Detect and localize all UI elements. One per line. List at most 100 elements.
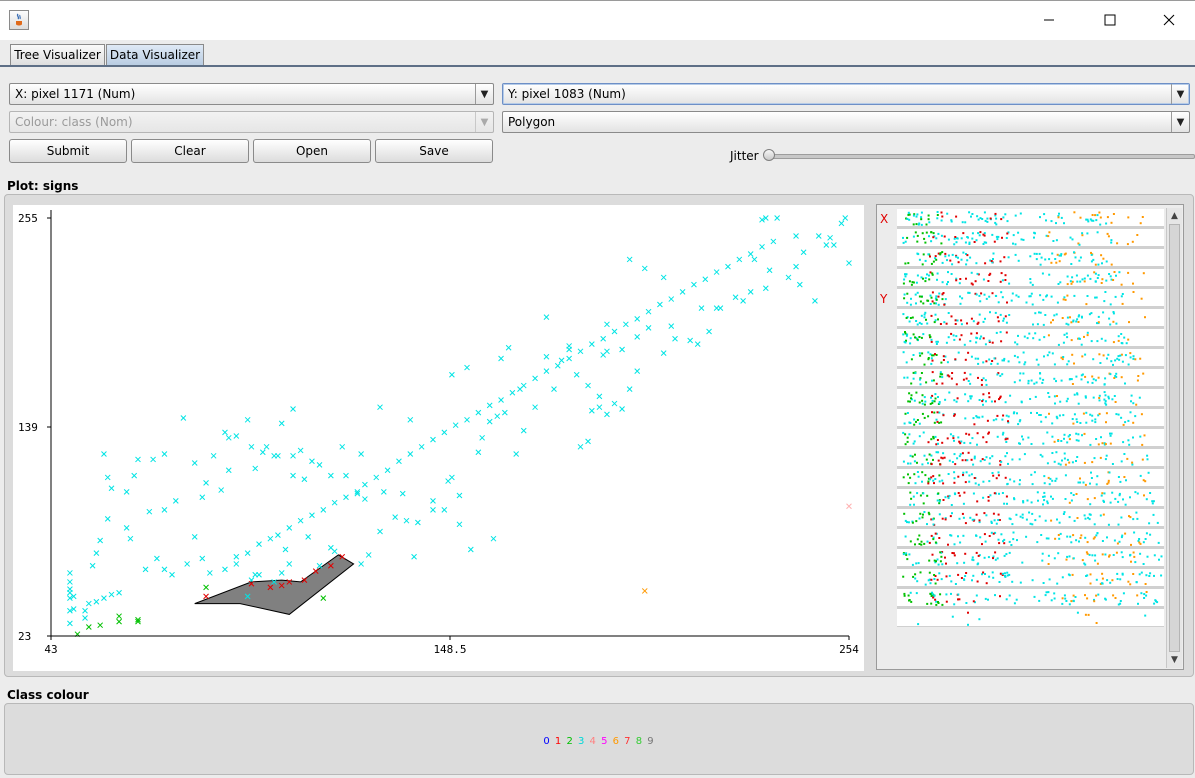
data-point[interactable] [331, 499, 338, 506]
data-point[interactable] [256, 571, 262, 578]
data-point[interactable] [384, 467, 391, 474]
data-point[interactable] [694, 341, 701, 347]
data-point[interactable] [467, 546, 474, 553]
data-point[interactable] [248, 443, 255, 450]
attribute-strip[interactable] [897, 349, 1164, 369]
selection-polygon[interactable] [194, 554, 355, 615]
data-point[interactable] [278, 582, 285, 589]
data-point[interactable] [490, 535, 497, 542]
data-point[interactable] [339, 443, 346, 450]
attribute-strip[interactable] [897, 329, 1164, 349]
data-point[interactable] [831, 242, 837, 248]
data-point[interactable] [97, 537, 104, 544]
data-point[interactable] [191, 534, 198, 540]
data-point[interactable] [123, 489, 130, 495]
data-point[interactable] [702, 276, 709, 283]
data-point[interactable] [328, 472, 334, 479]
data-point[interactable] [558, 357, 565, 364]
data-point[interactable] [532, 375, 538, 382]
data-point[interactable] [611, 400, 618, 407]
data-point[interactable] [286, 579, 293, 585]
data-point[interactable] [414, 519, 421, 526]
data-point[interactable] [604, 348, 610, 355]
data-point[interactable] [206, 570, 213, 576]
shape-select[interactable]: Polygon ▼ [502, 111, 1190, 133]
data-point[interactable] [793, 263, 799, 270]
attribute-strip[interactable] [897, 429, 1164, 449]
data-point[interactable] [210, 452, 217, 459]
attribute-strip[interactable] [897, 309, 1164, 329]
data-point[interactable] [142, 566, 149, 573]
data-point[interactable] [135, 618, 141, 625]
data-point[interactable] [634, 316, 641, 322]
clear-button[interactable]: Clear [131, 139, 249, 163]
data-point[interactable] [623, 321, 629, 328]
data-point[interactable] [449, 474, 455, 481]
data-point[interactable] [309, 458, 315, 465]
data-point[interactable] [199, 494, 206, 501]
data-point[interactable] [233, 561, 240, 567]
close-icon[interactable] [1146, 0, 1192, 40]
class-legend-item[interactable]: 5 [601, 736, 613, 747]
data-point[interactable] [668, 323, 675, 329]
data-point[interactable] [641, 265, 648, 272]
data-point[interactable] [846, 260, 852, 266]
data-point[interactable] [418, 443, 425, 450]
data-point[interactable] [67, 570, 73, 576]
data-point[interactable] [343, 494, 349, 501]
attribute-strip[interactable] [897, 549, 1164, 569]
data-point[interactable] [604, 411, 610, 418]
data-point[interactable] [271, 579, 277, 585]
data-point[interactable] [815, 233, 822, 239]
data-point[interactable] [203, 593, 209, 600]
data-point[interactable] [679, 289, 686, 295]
data-point[interactable] [713, 305, 720, 311]
data-point[interactable] [619, 346, 625, 353]
data-point[interactable] [150, 456, 156, 463]
attribute-strip[interactable] [897, 389, 1164, 409]
data-point[interactable] [774, 215, 780, 221]
data-point[interactable] [278, 570, 285, 576]
data-point[interactable] [645, 308, 652, 315]
data-point[interactable] [827, 234, 833, 241]
data-point[interactable] [846, 503, 852, 510]
save-button[interactable]: Save [375, 139, 493, 163]
data-point[interactable] [762, 285, 769, 292]
data-point[interactable] [365, 552, 372, 558]
data-point[interactable] [104, 516, 111, 522]
scroll-up-icon[interactable]: ▲ [1171, 210, 1178, 221]
data-point[interactable] [286, 525, 293, 531]
data-point[interactable] [259, 449, 266, 456]
data-point[interactable] [263, 443, 270, 450]
data-point[interactable] [172, 498, 179, 504]
data-point[interactable] [449, 371, 455, 378]
java-app-icon[interactable] [9, 10, 29, 30]
data-point[interactable] [509, 389, 516, 396]
jitter-slider-track[interactable] [769, 154, 1195, 159]
data-point[interactable] [191, 460, 198, 466]
data-point[interactable] [180, 415, 187, 421]
data-point[interactable] [456, 492, 463, 499]
data-point[interactable] [316, 461, 323, 468]
data-point[interactable] [691, 281, 697, 288]
data-point[interactable] [354, 490, 361, 497]
data-point[interactable] [222, 566, 228, 573]
data-point[interactable] [256, 541, 262, 547]
data-point[interactable] [407, 416, 414, 423]
data-point[interactable] [362, 496, 368, 502]
data-point[interactable] [82, 607, 88, 614]
data-point[interactable] [339, 553, 346, 560]
data-point[interactable] [441, 507, 448, 513]
class-legend-item[interactable]: 1 [554, 736, 567, 747]
data-point[interactable] [222, 429, 228, 436]
data-point[interactable] [233, 553, 240, 560]
attribute-strip[interactable] [897, 249, 1164, 269]
data-point[interactable] [328, 562, 334, 569]
data-point[interactable] [278, 420, 285, 427]
data-point[interactable] [203, 479, 209, 486]
attribute-strip[interactable] [897, 509, 1164, 529]
data-point[interactable] [634, 334, 641, 340]
data-point[interactable] [407, 451, 414, 457]
data-point[interactable] [698, 305, 705, 311]
data-point[interactable] [551, 386, 557, 393]
